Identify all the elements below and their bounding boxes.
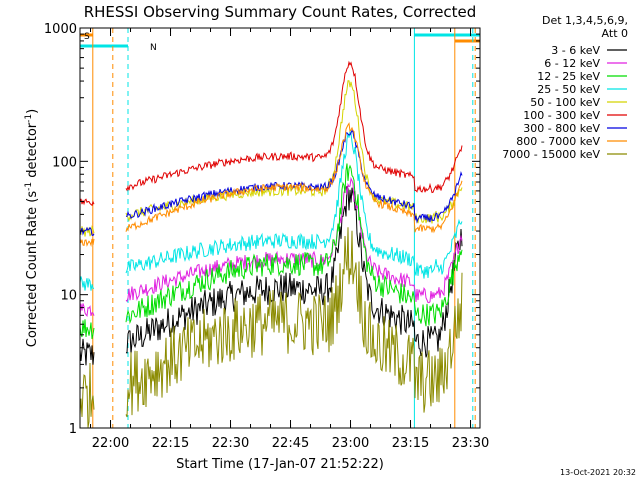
y-tick-label: 1000 <box>44 22 77 37</box>
x-tick-label: 23:00 <box>332 436 369 451</box>
legend-label-7: 800 - 7000 keV <box>516 135 600 148</box>
footer-timestamp: 13-Oct-2021 20:32 <box>560 468 636 477</box>
plot-area: SN <box>79 28 480 428</box>
legend-header-line1: Det 1,3,4,5,6,9, <box>542 14 628 27</box>
series-line-7 <box>79 122 463 248</box>
legend-label-4: 50 - 100 keV <box>530 96 600 109</box>
x-tick-label: 22:30 <box>212 436 249 451</box>
series-line-2 <box>79 163 463 340</box>
marker-label-n: N <box>150 43 157 53</box>
y-axis-label-sup1: -1 <box>24 182 34 191</box>
y-axis-label: Corrected Count Rate (s-1 detector-1) <box>24 109 40 347</box>
legend-label-8: 7000 - 15000 keV <box>502 148 600 161</box>
chart-title: RHESSI Observing Summary Count Rates, Co… <box>84 3 477 21</box>
legend-label-3: 25 - 50 keV <box>537 83 600 96</box>
axes: 1 10 100 1000 22:00 22:15 22:30 22:45 23:00 23:15… <box>44 22 489 451</box>
series-line-3 <box>79 130 463 291</box>
x-tick-label: 22:00 <box>92 436 129 451</box>
legend-header-line2: Att 0 <box>602 27 628 40</box>
y-tick-label: 100 <box>52 155 77 170</box>
y-axis-label-main: Corrected Count Rate (s <box>25 191 40 348</box>
plot-frame <box>79 27 481 429</box>
y-tick-label: 1 <box>69 422 77 437</box>
series-line-1 <box>79 176 463 317</box>
legend-label-0: 3 - 6 keV <box>551 44 600 57</box>
y-axis-label-end: ) <box>25 109 40 114</box>
y-axis-label-mid: detector <box>25 122 40 182</box>
x-tick-label: 22:15 <box>152 436 189 451</box>
x-tick-label: 22:45 <box>272 436 309 451</box>
series-line-0 <box>79 186 463 366</box>
x-tick-label: 23:15 <box>392 436 429 451</box>
y-axis-label-sup2: -1 <box>24 114 34 123</box>
y-tick-label: 10 <box>60 289 77 304</box>
legend-label-6: 300 - 800 keV <box>523 122 600 135</box>
x-tick-label: 23:30 <box>452 436 489 451</box>
series-line-6 <box>79 129 463 237</box>
legend-label-5: 100 - 300 keV <box>523 109 600 122</box>
legend-label-2: 12 - 25 keV <box>537 70 600 83</box>
x-axis-label: Start Time (17-Jan-07 21:52:22) <box>176 457 384 472</box>
legend-label-1: 6 - 12 keV <box>544 57 600 70</box>
series-line-5 <box>79 60 463 207</box>
marker-label-s: S <box>84 32 90 42</box>
series-line-8 <box>79 227 463 428</box>
